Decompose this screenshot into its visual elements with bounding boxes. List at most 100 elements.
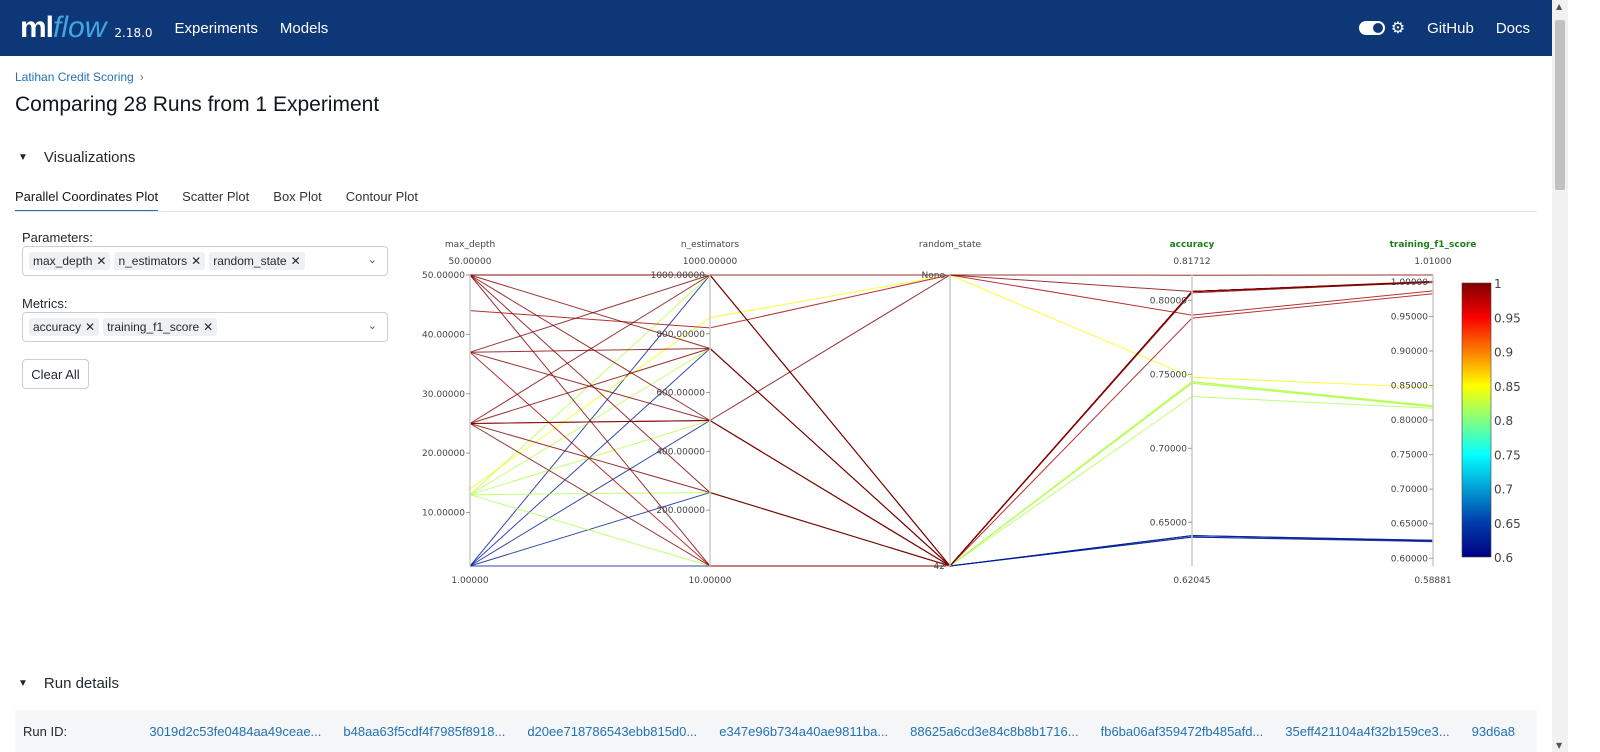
- tab-scatter-plot[interactable]: Scatter Plot: [182, 189, 250, 204]
- visualizations-toggle[interactable]: ▼ Visualizations: [18, 149, 135, 166]
- close-icon[interactable]: ✕: [85, 320, 96, 334]
- axis-title: random_state: [919, 240, 982, 250]
- axis-tick-label: 0.70000: [1391, 485, 1428, 495]
- parameters-label: Parameters:: [22, 230, 93, 245]
- run-line: [469, 274, 1434, 567]
- tab-contour-plot[interactable]: Contour Plot: [345, 189, 418, 204]
- run-line: [469, 281, 1434, 567]
- axis-tick-label: 0.65000: [1391, 520, 1428, 530]
- run-line: [469, 274, 1434, 567]
- run-line: [469, 274, 1434, 567]
- run-line: [469, 274, 1434, 567]
- theme-toggle[interactable]: [1358, 21, 1385, 35]
- run-line: [469, 274, 1434, 567]
- close-icon[interactable]: ✕: [96, 254, 107, 268]
- axis-title: n_estimators: [681, 240, 739, 250]
- axis-tick-label: 0.85000: [1391, 382, 1428, 392]
- clear-all-button[interactable]: Clear All: [22, 359, 89, 389]
- axis-tick-label: 200.00000: [656, 506, 705, 516]
- axis-tick-label: 0.80000: [1391, 416, 1428, 426]
- axis-tick-label: 42: [934, 562, 945, 572]
- docs-link[interactable]: Docs: [1495, 19, 1530, 37]
- run-id-link[interactable]: 93d6a8: [1471, 723, 1515, 739]
- axis-tick-label: 0.60000: [1391, 554, 1428, 564]
- tab-box-plot[interactable]: Box Plot: [273, 189, 322, 204]
- github-link[interactable]: GitHub: [1427, 19, 1474, 37]
- metrics-label: Metrics:: [22, 296, 68, 311]
- axis-tick-label: 40.00000: [422, 330, 465, 340]
- axis-tick-label: 0.90000: [1391, 347, 1428, 357]
- page-scrollbar[interactable]: ▲ ▼: [1552, 0, 1568, 752]
- section-title: Visualizations: [43, 149, 136, 166]
- axis-min-label: 0.58881: [1414, 576, 1451, 586]
- axis-tick-label: 600.00000: [656, 389, 705, 399]
- run-id-row: Run ID: 3019d2c53fe0484aa49ceae... b48aa6…: [15, 710, 1537, 752]
- nav-experiments[interactable]: Experiments: [174, 19, 258, 37]
- logo-flow: flow: [53, 11, 107, 44]
- nav-models[interactable]: Models: [279, 19, 329, 37]
- colorbar-tick-label: 0.9: [1494, 346, 1513, 360]
- run-id-link[interactable]: b48aa63f5cdf4f7985f8918...: [343, 723, 506, 739]
- axis-tick-label: 1.00000: [1391, 278, 1428, 288]
- param-chip: random_state ✕: [209, 252, 305, 270]
- parameters-select[interactable]: max_depth ✕ n_estimators ✕ random_state ✕ ⌄: [22, 246, 388, 276]
- run-details-toggle[interactable]: ▼ Run details: [18, 675, 119, 692]
- run-line: [469, 274, 1434, 567]
- tab-divider: [15, 211, 1537, 212]
- run-line: [469, 274, 1434, 567]
- run-id-link[interactable]: 88625a6cd3e84c8b8b1716...: [910, 723, 1079, 739]
- chevron-down-icon[interactable]: ⌄: [367, 319, 377, 332]
- metric-chip: training_f1_score ✕: [103, 318, 218, 336]
- axis-tick-label: 30.00000: [422, 390, 465, 400]
- close-icon[interactable]: ✕: [290, 254, 301, 268]
- axis-tick-label: 0.75000: [1391, 451, 1428, 461]
- axis-tick-label: 20.00000: [422, 449, 465, 459]
- section-title: Run details: [43, 675, 119, 692]
- chevron-down-icon: ▼: [18, 152, 28, 163]
- param-chip: max_depth ✕: [29, 252, 111, 270]
- run-line: [470, 274, 1434, 567]
- colorbar-tick-label: 0.7: [1494, 483, 1513, 497]
- breadcrumb[interactable]: Latihan Credit Scoring ›: [15, 70, 144, 84]
- axis-tick-label: 1000.00000: [651, 271, 706, 281]
- run-line: [469, 274, 1434, 567]
- axis-tick-label: 0.95000: [1391, 312, 1428, 322]
- axis-max-label: 1000.00000: [683, 257, 738, 267]
- axis-tick-label: 0.65000: [1150, 518, 1187, 528]
- param-chip: n_estimators ✕: [114, 252, 206, 270]
- colorbar-tick-label: 0.8: [1494, 414, 1513, 428]
- run-id-link[interactable]: fb6ba06af359472fb485afd...: [1100, 723, 1264, 739]
- run-id-link[interactable]: 35eff421104a4f32b159ce3...: [1285, 723, 1450, 739]
- axis-tick-label: 10.00000: [422, 509, 465, 519]
- run-line: [469, 491, 1434, 567]
- version-label: 2.18.0: [114, 26, 153, 40]
- axis-min-label: 0.62045: [1173, 576, 1210, 586]
- close-icon[interactable]: ✕: [203, 320, 214, 334]
- run-line: [469, 274, 1434, 490]
- chevron-down-icon[interactable]: ⌄: [367, 253, 377, 266]
- chevron-down-icon: ▼: [18, 678, 28, 689]
- colorbar-tick-label: 0.85: [1494, 380, 1521, 394]
- axis-tick-label: 0.80000: [1150, 296, 1187, 306]
- run-id-link[interactable]: d20ee718786543ebb815d0...: [527, 723, 698, 739]
- breadcrumb-experiment[interactable]: Latihan Credit Scoring: [15, 70, 134, 84]
- run-id-label: Run ID:: [23, 723, 68, 739]
- gear-icon[interactable]: ⚙: [1390, 20, 1406, 37]
- mlflow-logo[interactable]: ml flow 2.18.0: [20, 11, 153, 45]
- axis-max-label: 0.81712: [1173, 257, 1210, 267]
- metrics-select[interactable]: accuracy ✕ training_f1_score ✕ ⌄: [22, 312, 388, 342]
- axis-tick-label: 800.00000: [656, 330, 705, 340]
- close-icon[interactable]: ✕: [191, 254, 202, 268]
- axis-min-label: 1.00000: [451, 576, 488, 586]
- axis-title: training_f1_score: [1390, 240, 1477, 250]
- run-line: [469, 281, 1434, 567]
- axis-title: accuracy: [1170, 240, 1215, 250]
- run-id-link[interactable]: 3019d2c53fe0484aa49ceae...: [149, 723, 322, 739]
- colorbar-tick-label: 0.75: [1494, 448, 1521, 462]
- run-id-link[interactable]: e347e96b734a40ae9811ba...: [719, 723, 889, 739]
- run-line: [469, 274, 1434, 329]
- axis-min-label: 10.00000: [689, 576, 732, 586]
- colorbar-tick-label: 0.6: [1494, 551, 1513, 565]
- axis-tick-label: 0.70000: [1150, 444, 1187, 454]
